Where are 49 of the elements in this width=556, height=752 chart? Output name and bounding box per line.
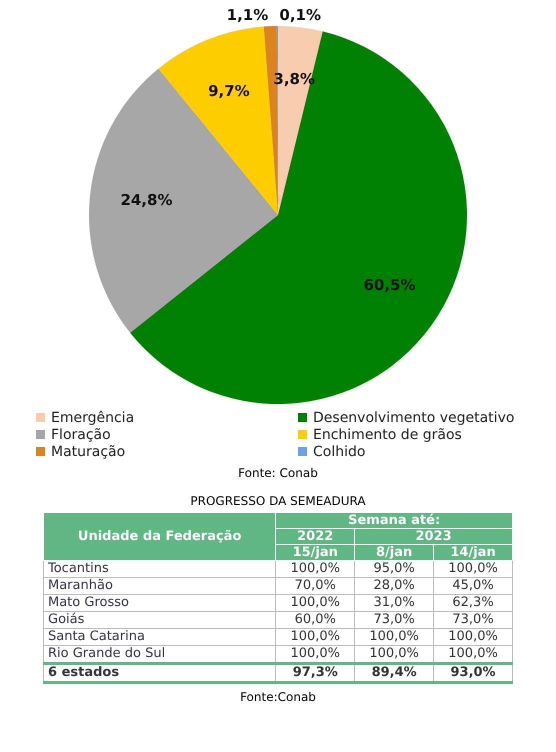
text: 31,0% — [354, 594, 434, 612]
legend-label: Colhido — [312, 444, 366, 460]
data-label: 9,7% — [208, 82, 250, 100]
text: Semana até: — [276, 512, 512, 528]
text: 73,0% — [434, 612, 512, 628]
text: 14/jan — [434, 544, 512, 560]
text: 100,0% — [354, 646, 434, 664]
text: 100,0% — [434, 628, 512, 646]
text: 60,0% — [276, 612, 355, 628]
text: 93,0% — [434, 664, 512, 682]
text: 15/jan — [276, 544, 355, 560]
text: 73,0% — [354, 612, 434, 628]
text: 28,0% — [354, 578, 434, 594]
text: Tocantins — [44, 560, 276, 578]
text: 6 estados — [44, 664, 276, 682]
text: Maranhão — [44, 578, 276, 594]
text: 97,3% — [276, 664, 355, 682]
text: Santa Catarina — [44, 628, 276, 646]
text: 95,0% — [354, 560, 434, 578]
text: 70,0% — [276, 578, 355, 594]
text: 100,0% — [434, 646, 512, 664]
legend-label: Desenvolvimento vegetativo — [312, 410, 516, 426]
data-label: 1,1% — [226, 6, 268, 24]
legend-label: Enchimento de grãos — [312, 427, 463, 443]
data-label: 0,1% — [279, 6, 322, 24]
text: 45,0% — [434, 578, 512, 594]
data-label: 24,8% — [120, 190, 172, 209]
text: 100,0% — [276, 646, 355, 664]
text: 100,0% — [276, 560, 355, 578]
source-note: Fonte:Conab — [239, 690, 317, 704]
text: 100,0% — [354, 628, 434, 646]
legend-label: Emergência — [50, 410, 136, 426]
text: 89,4% — [354, 664, 434, 682]
text: Rio Grande do Sul — [44, 646, 276, 664]
text: 8/jan — [354, 544, 434, 560]
text: 2023 — [354, 528, 512, 544]
text: 100,0% — [434, 560, 512, 578]
legend-label: Maturação — [50, 444, 126, 460]
text: 100,0% — [276, 594, 355, 612]
source-note: Fonte: Conab — [237, 466, 319, 480]
text: Unidade da Federação — [44, 512, 276, 560]
text: Mato Grosso — [44, 594, 276, 612]
text: 100,0% — [276, 628, 355, 646]
text: 2022 — [276, 528, 355, 544]
text: 62,3% — [434, 594, 512, 612]
legend-label: Floração — [50, 427, 112, 443]
text: PROGRESSO DA SEMEADURA — [189, 494, 367, 508]
data-label: 60,5% — [363, 276, 416, 294]
text: Goiás — [44, 612, 276, 628]
